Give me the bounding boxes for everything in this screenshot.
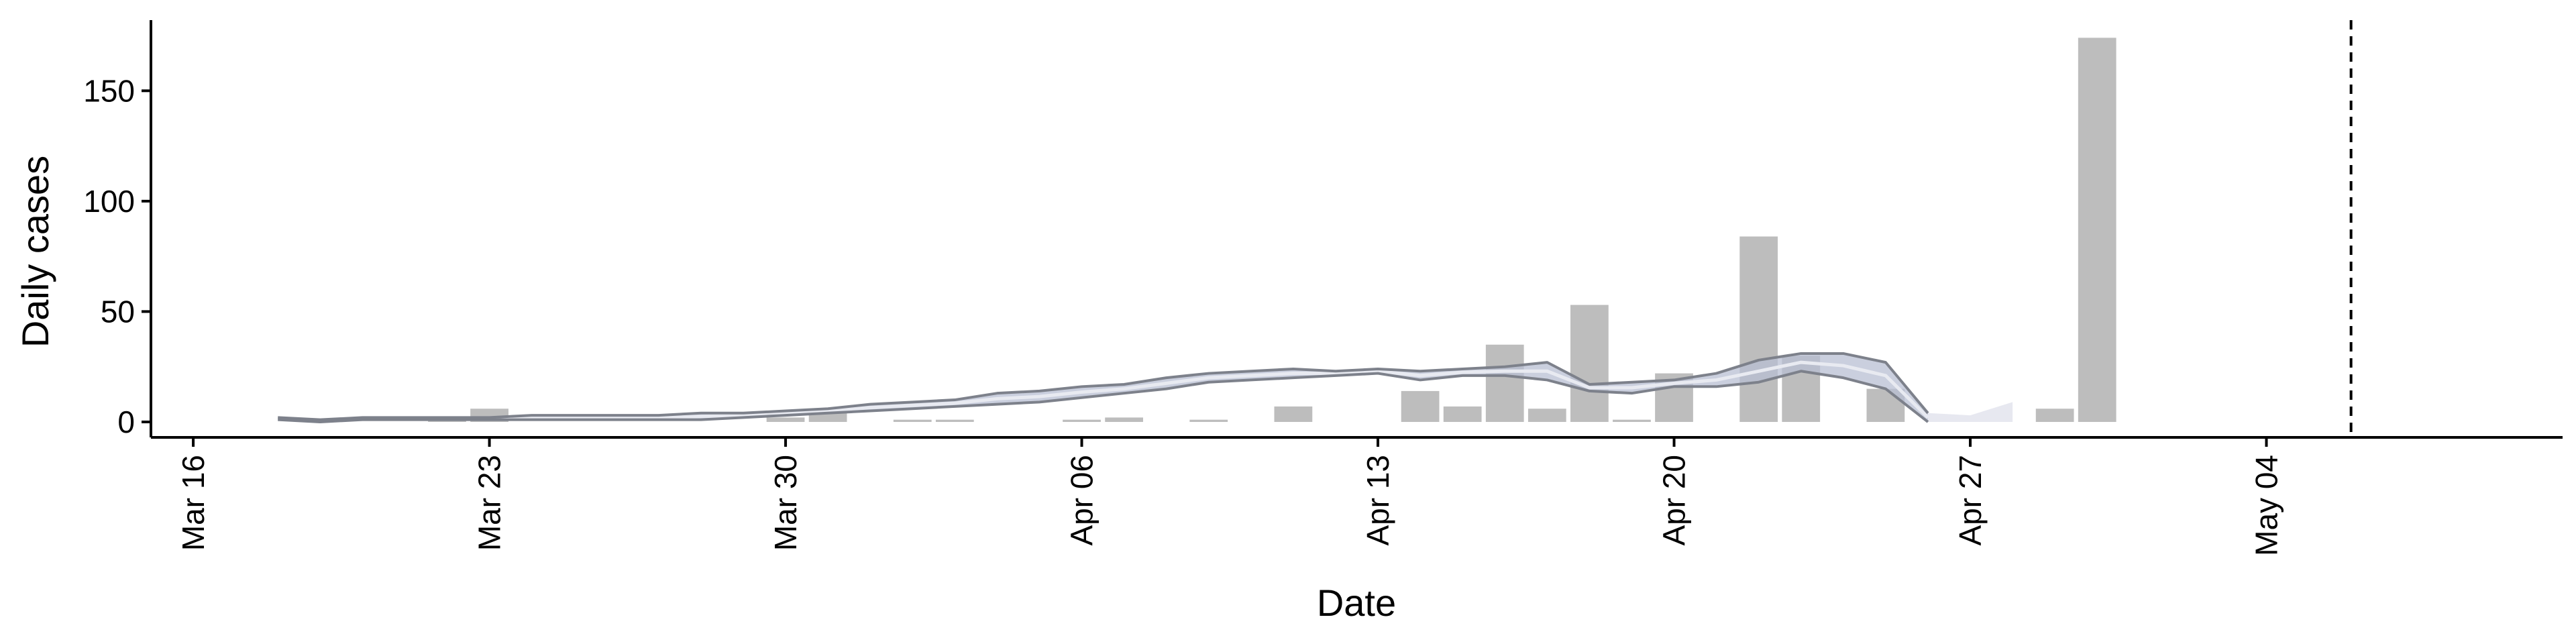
bar-2020-04-17 — [1527, 409, 1566, 422]
y-tick-label: 150 — [83, 73, 135, 108]
x-tick-label: Apr 20 — [1657, 455, 1692, 546]
upper-line — [278, 352, 1929, 421]
y-tick-label: 0 — [117, 405, 135, 439]
uncertainty-band-tail — [1927, 402, 2013, 422]
bar-2020-04-30 — [2078, 38, 2116, 422]
x-tick-label: Mar 23 — [472, 455, 507, 551]
y-tick-label: 50 — [101, 294, 135, 329]
x-tick-label: May 04 — [2249, 455, 2284, 556]
bar-2020-04-11 — [1274, 406, 1313, 422]
bar-2020-03-30 — [766, 417, 805, 422]
bar-2020-04-06 — [1063, 419, 1101, 422]
bar-2020-04-19 — [1613, 419, 1651, 422]
y-axis-title: Daily cases — [14, 156, 56, 347]
bar-2020-04-07 — [1105, 417, 1143, 422]
bar-2020-04-18 — [1570, 305, 1609, 422]
bar-2020-04-22 — [1739, 236, 1778, 422]
y-tick-label: 100 — [83, 184, 135, 219]
mean-line — [278, 360, 1929, 423]
x-tick-label: Apr 27 — [1953, 455, 1988, 546]
bar-2020-04-29 — [2035, 409, 2074, 422]
lower-line — [278, 370, 1929, 423]
bar-2020-04-03 — [935, 419, 974, 422]
band-layer — [278, 352, 2013, 423]
bar-2020-04-14 — [1401, 390, 1440, 422]
bar-2020-04-16 — [1485, 344, 1524, 422]
bars-layer — [428, 38, 2116, 422]
x-tick-label: Apr 06 — [1065, 455, 1099, 546]
x-tick-label: Apr 13 — [1360, 455, 1395, 546]
x-axis-title: Date — [1317, 582, 1396, 624]
x-tick-label: Mar 16 — [176, 455, 211, 551]
bar-2020-04-15 — [1443, 406, 1482, 422]
x-tick-label: Mar 30 — [768, 455, 803, 551]
ticks-layer: 0 50 100 150 Mar 16 Mar 23 Mar 30 Apr 06 Apr 13 A… — [83, 73, 2284, 556]
bar-2020-04-02 — [893, 419, 932, 422]
bar-2020-04-09 — [1189, 419, 1228, 422]
